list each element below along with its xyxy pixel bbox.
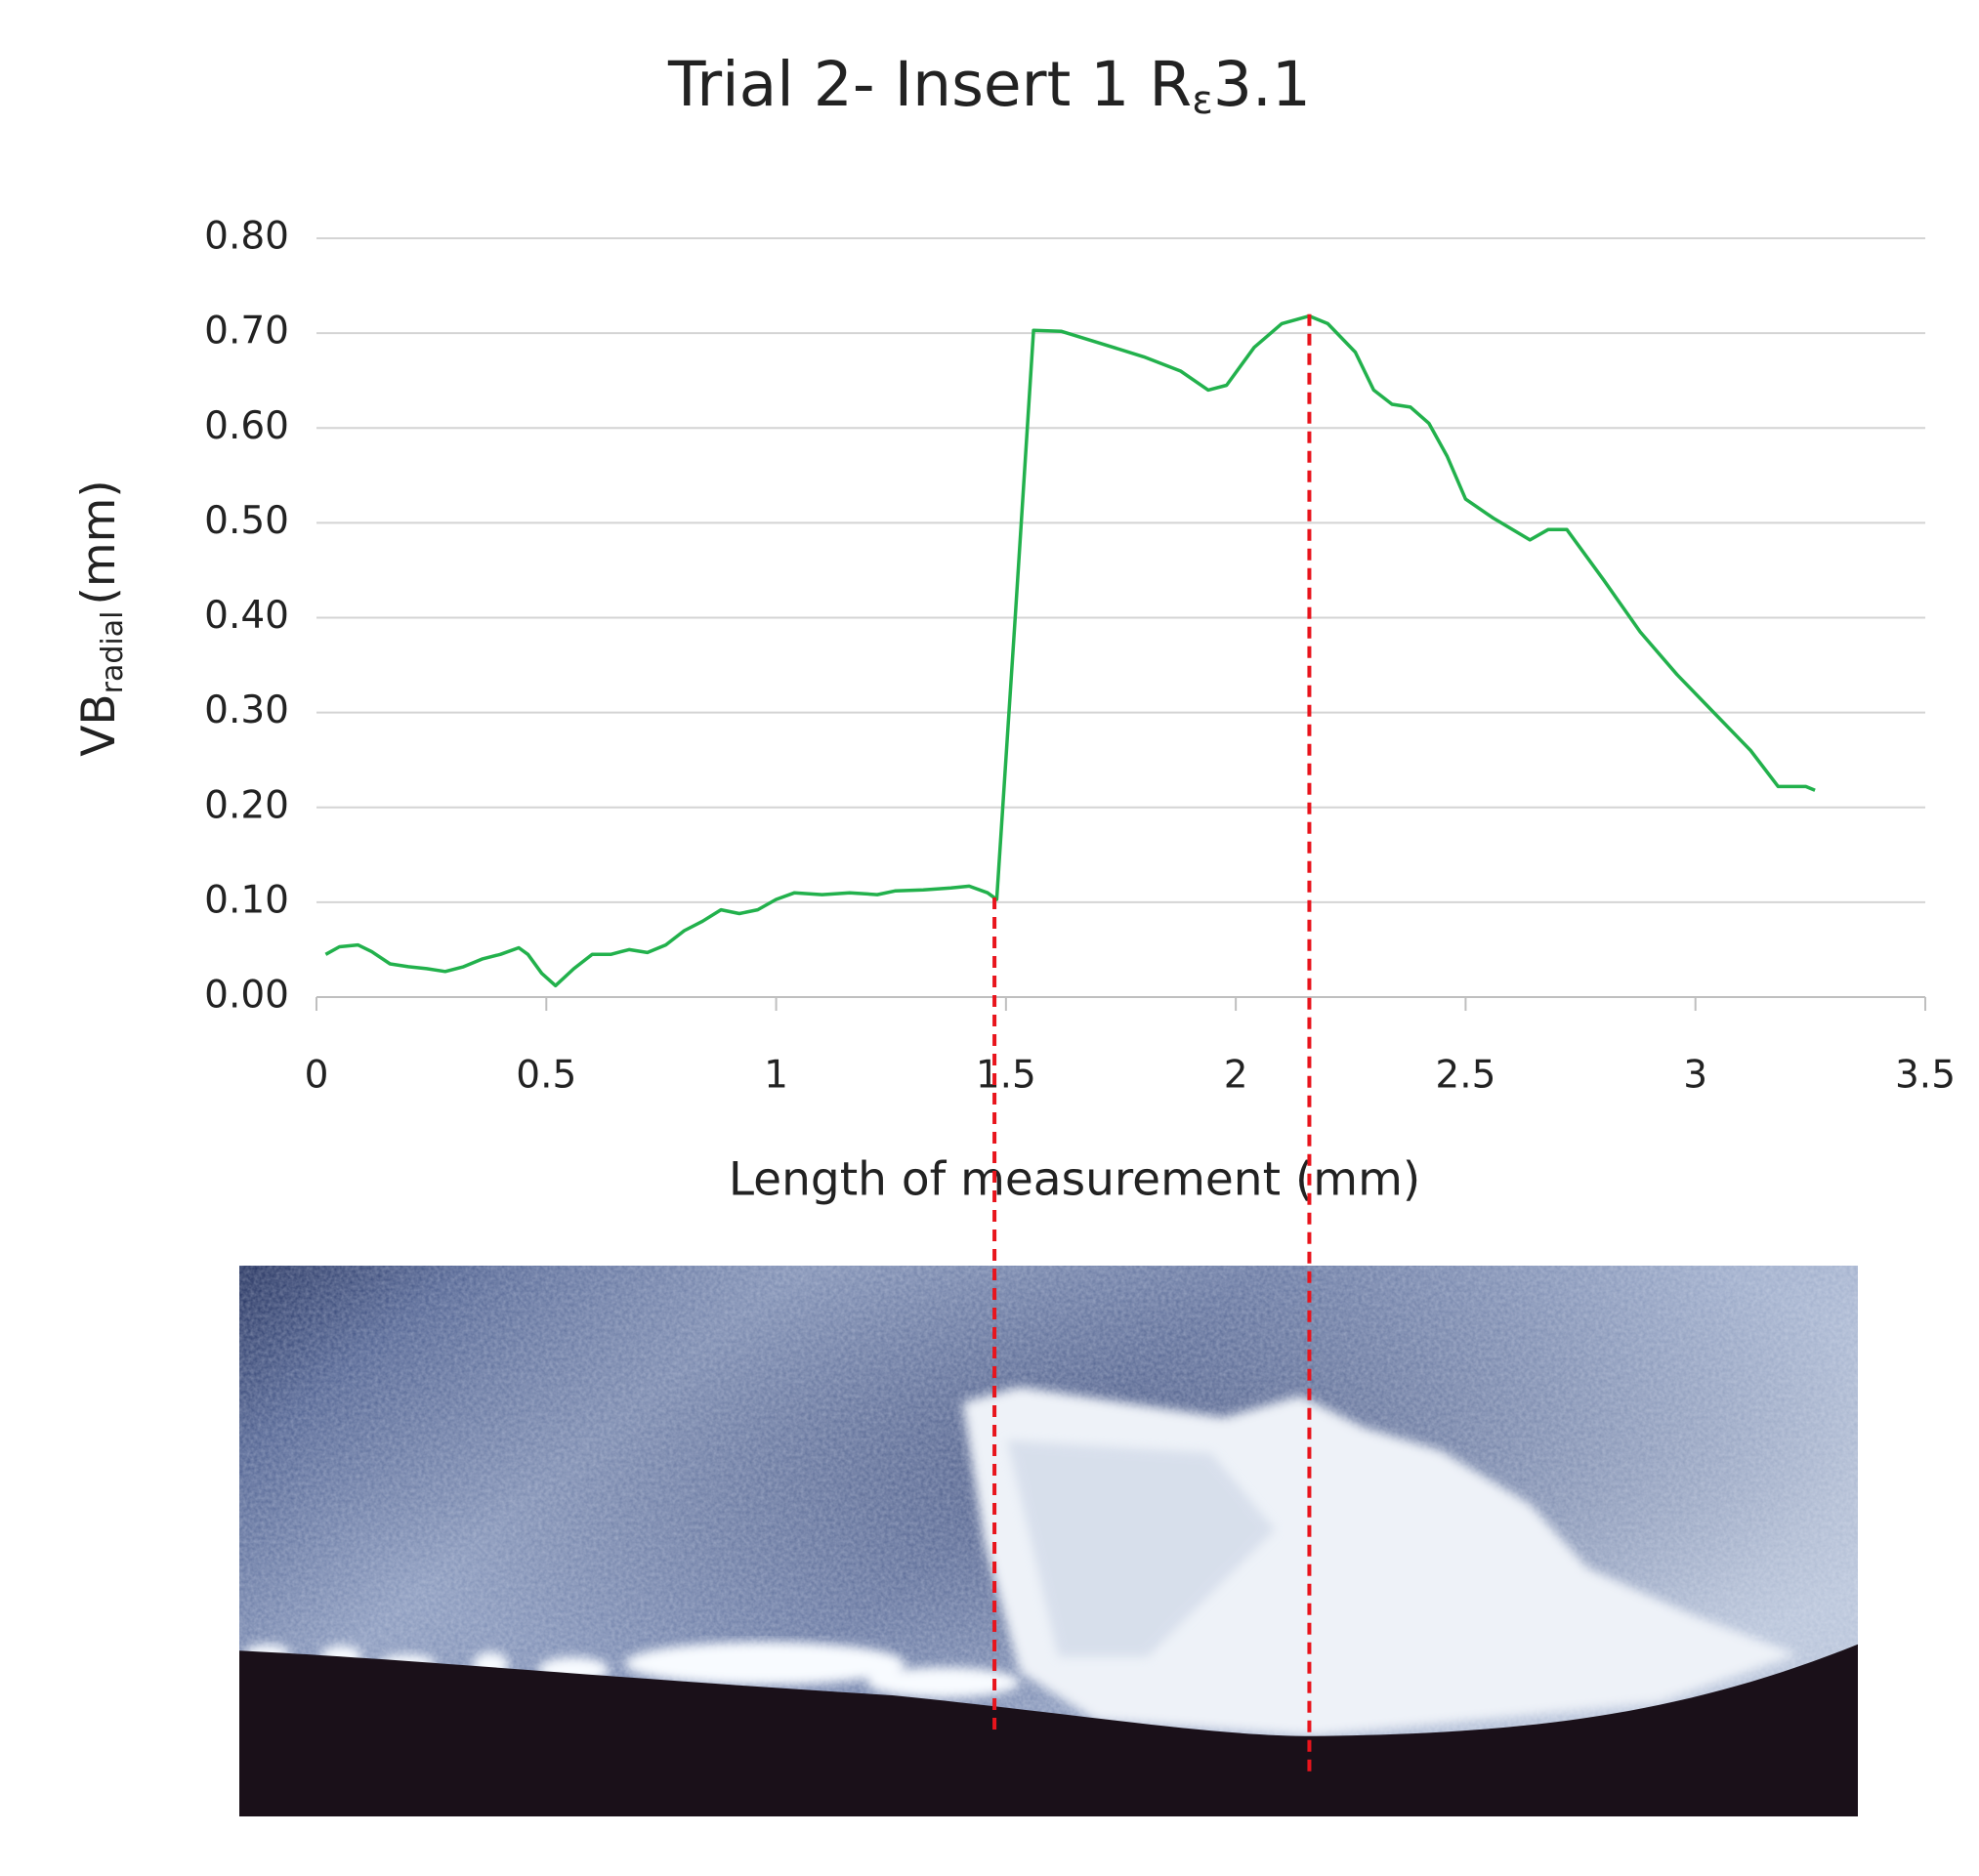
x-tick-label: 0.5 xyxy=(516,1054,576,1098)
x-tick-label: 3 xyxy=(1683,1054,1707,1098)
title-main: Trial 2- Insert 1 R xyxy=(667,49,1192,120)
x-tick-label: 2 xyxy=(1224,1054,1248,1098)
y-title-suffix: (mm) xyxy=(72,479,126,604)
y-tick-label: 0.10 xyxy=(204,878,289,922)
data-line xyxy=(324,313,1816,988)
y-title-main: VB xyxy=(72,693,126,756)
x-axis-title: Length of measurement (mm) xyxy=(729,1153,1420,1207)
x-tick-label: 1 xyxy=(764,1054,788,1098)
title-subscript: ε xyxy=(1192,78,1213,123)
y-tick-label: 0.50 xyxy=(204,499,289,543)
y-axis-title: VBradial (mm) xyxy=(72,479,130,756)
tool-photo xyxy=(239,1266,1858,1816)
x-tick-label: 0 xyxy=(305,1054,329,1098)
reference-lines xyxy=(992,313,1312,1772)
y-tick-label: 0.80 xyxy=(204,215,289,259)
y-tick-label: 0.20 xyxy=(204,783,289,827)
y-tick-label: 0.70 xyxy=(204,310,289,354)
y-tick-label: 0.00 xyxy=(204,974,289,1018)
x-tick-label: 2.5 xyxy=(1435,1054,1495,1098)
chart-title: Trial 2- Insert 1 Rε3.1 xyxy=(667,49,1311,123)
x-tick-label: 1.5 xyxy=(976,1054,1036,1098)
x-tick-label: 3.5 xyxy=(1895,1054,1956,1098)
y-tick-label: 0.30 xyxy=(204,688,289,732)
grid: 0.00 0.10 0.20 0.30 0.40 0.50 0.60 0.70 0.80 0 0.5… xyxy=(204,215,1956,1098)
y-title-subscript: radial xyxy=(96,611,130,694)
title-suffix: 3.1 xyxy=(1213,49,1311,120)
y-tick-label: 0.40 xyxy=(204,594,289,638)
y-tick-label: 0.60 xyxy=(204,404,289,448)
